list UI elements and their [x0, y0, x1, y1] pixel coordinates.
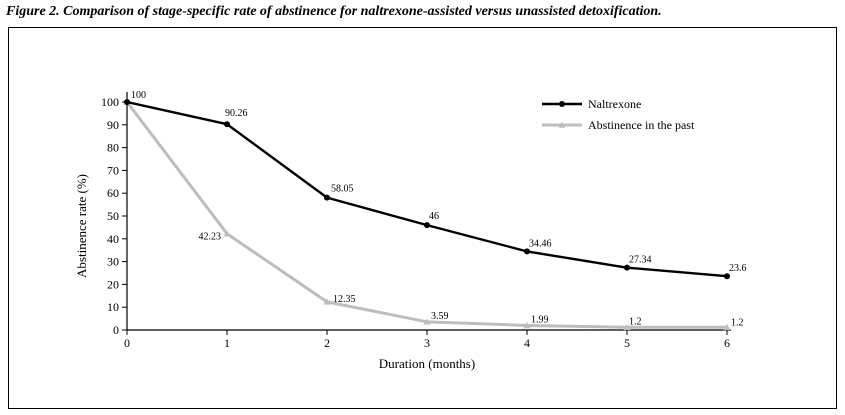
point-naltrexone	[224, 121, 230, 128]
y-tick-label: 20	[107, 277, 119, 291]
legend-label: Naltrexone	[588, 97, 641, 111]
figure-caption: Figure 2. Comparison of stage-specific r…	[6, 4, 662, 19]
data-label: 27.34	[629, 255, 652, 266]
x-tick-label: 0	[124, 336, 130, 350]
data-label: 3.59	[431, 311, 449, 322]
data-label: 90.26	[225, 108, 248, 119]
chart-frame	[8, 27, 837, 409]
x-tick-label: 3	[424, 336, 430, 350]
point-naltrexone	[624, 264, 630, 271]
data-label: 42.23	[199, 232, 222, 243]
point-naltrexone	[524, 248, 530, 255]
y-tick-label: 60	[107, 186, 119, 200]
point-abstinence-in-the-past	[723, 323, 731, 331]
data-label: 12.35	[333, 294, 356, 305]
data-label: 34.46	[529, 238, 552, 249]
y-tick-label: 70	[107, 163, 119, 177]
x-tick-label: 5	[624, 336, 630, 350]
data-label: 23.6	[729, 263, 747, 274]
data-label: 100	[131, 90, 146, 101]
x-axis-title: Duration (months)	[379, 356, 475, 371]
point-naltrexone	[324, 194, 330, 201]
y-tick-label: 30	[107, 255, 119, 269]
legend-marker	[559, 101, 565, 107]
point-abstinence-in-the-past	[523, 321, 531, 329]
point-naltrexone	[124, 99, 130, 105]
y-tick-label: 80	[107, 141, 119, 155]
x-tick-label: 1	[224, 336, 230, 350]
y-tick-label: 0	[113, 323, 119, 337]
point-abstinence-in-the-past	[623, 323, 631, 331]
point-abstinence-in-the-past	[423, 318, 431, 325]
y-tick-label: 50	[107, 209, 119, 223]
data-label: 1.2	[629, 316, 642, 327]
legend-marker	[558, 121, 566, 128]
x-tick-label: 2	[324, 336, 330, 350]
data-label: 1.99	[531, 314, 549, 325]
y-tick-label: 90	[107, 118, 119, 132]
data-label: 46	[429, 211, 439, 222]
legend-label: Abstinence in the past	[588, 118, 695, 132]
y-tick-label: 40	[107, 232, 119, 246]
x-tick-label: 6	[724, 336, 730, 350]
series-line-abstinence-in-the-past	[125, 101, 727, 329]
data-label: 58.05	[331, 184, 354, 195]
data-label: 1.2	[731, 317, 744, 328]
y-axis-title: Abstinence rate (%)	[74, 174, 89, 278]
point-naltrexone	[724, 273, 730, 280]
point-abstinence-in-the-past	[323, 298, 331, 305]
x-tick-label: 4	[524, 336, 530, 350]
point-naltrexone	[424, 222, 430, 229]
point-abstinence-in-the-past	[223, 230, 231, 237]
y-tick-label: 100	[101, 95, 119, 109]
y-tick-label: 10	[107, 300, 119, 314]
